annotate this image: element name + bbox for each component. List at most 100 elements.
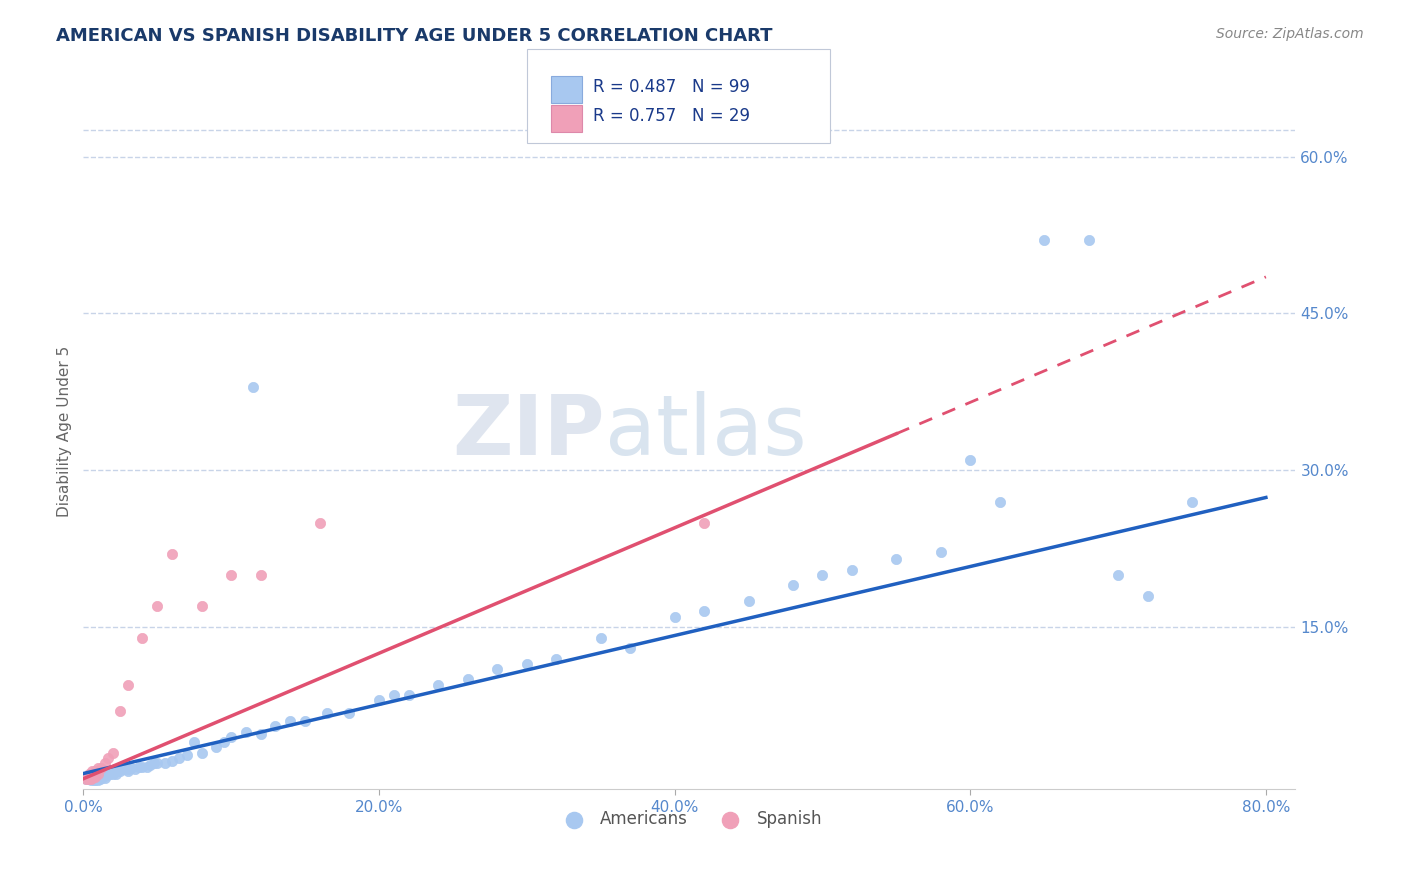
Point: [160, 547, 183, 561]
Point: [382, 688, 405, 702]
Point: [83, 771, 105, 785]
Point: [82, 772, 104, 786]
Point: [79, 772, 101, 787]
Point: [77, 772, 100, 786]
Point: [693, 516, 716, 530]
Point: [79, 772, 101, 786]
Point: [146, 756, 169, 770]
Point: [693, 605, 716, 619]
Point: [87, 764, 110, 779]
Point: [619, 641, 641, 656]
Point: [77, 766, 100, 780]
Point: [76, 769, 98, 783]
Point: [76, 772, 98, 786]
Point: [1181, 494, 1204, 508]
Point: [84, 771, 107, 785]
Point: [79, 767, 101, 781]
Point: [117, 763, 139, 777]
Point: [294, 714, 316, 729]
Point: [82, 764, 104, 779]
Point: [128, 760, 150, 774]
Point: [87, 767, 110, 781]
Point: [131, 631, 153, 645]
Text: Source: ZipAtlas.com: Source: ZipAtlas.com: [1216, 27, 1364, 41]
Point: [546, 651, 568, 665]
Point: [86, 766, 108, 780]
Text: ZIP: ZIP: [451, 391, 605, 472]
Point: [120, 761, 142, 775]
Point: [79, 766, 101, 780]
Point: [124, 763, 146, 777]
Point: [79, 769, 101, 783]
Point: [77, 772, 100, 786]
Point: [75, 772, 97, 786]
Point: [1107, 567, 1129, 582]
Point: [929, 545, 952, 559]
Point: [169, 751, 191, 765]
Point: [160, 754, 183, 768]
Point: [219, 730, 242, 744]
Point: [988, 494, 1011, 508]
Point: [90, 771, 112, 785]
Point: [82, 766, 104, 780]
Point: [205, 740, 228, 755]
Point: [82, 770, 104, 784]
Text: R = 0.757   N = 29: R = 0.757 N = 29: [593, 107, 751, 125]
Point: [249, 727, 271, 741]
Point: [959, 453, 981, 467]
Point: [86, 772, 108, 786]
Point: [841, 563, 863, 577]
Y-axis label: Disability Age Under 5: Disability Age Under 5: [58, 345, 72, 516]
Point: [308, 516, 330, 530]
Point: [87, 761, 110, 775]
Point: [89, 769, 111, 783]
Point: [77, 770, 100, 784]
Point: [94, 766, 117, 780]
Point: [516, 657, 538, 671]
Point: [112, 763, 135, 777]
Point: [235, 724, 257, 739]
Point: [368, 693, 391, 707]
Point: [110, 764, 132, 779]
Point: [83, 766, 105, 780]
Point: [84, 770, 107, 784]
Point: [1136, 589, 1159, 603]
Point: [139, 758, 162, 772]
Text: R = 0.487   N = 99: R = 0.487 N = 99: [593, 78, 751, 96]
Point: [212, 735, 235, 749]
Point: [398, 688, 420, 702]
Point: [93, 769, 115, 783]
Point: [84, 764, 107, 779]
Point: [97, 751, 120, 765]
Point: [84, 772, 107, 787]
Point: [84, 764, 107, 779]
Point: [98, 766, 121, 780]
Point: [278, 714, 301, 729]
Point: [811, 567, 834, 582]
Point: [249, 567, 271, 582]
Point: [457, 673, 479, 687]
Point: [782, 578, 804, 592]
Point: [105, 764, 128, 779]
Point: [77, 769, 100, 783]
Point: [84, 769, 107, 783]
Point: [104, 766, 127, 780]
Point: [886, 552, 908, 566]
Point: [135, 760, 157, 774]
Point: [190, 746, 212, 760]
Point: [77, 770, 100, 784]
Point: [316, 706, 339, 720]
Point: [87, 766, 110, 780]
Point: [143, 756, 166, 770]
Point: [91, 766, 114, 780]
Point: [1077, 233, 1099, 247]
Point: [1033, 233, 1056, 247]
Point: [94, 771, 117, 785]
Point: [737, 594, 759, 608]
Point: [589, 631, 612, 645]
Point: [76, 771, 98, 785]
Point: [101, 766, 124, 780]
Point: [183, 735, 205, 749]
Point: [219, 567, 242, 582]
Text: atlas: atlas: [605, 391, 806, 472]
